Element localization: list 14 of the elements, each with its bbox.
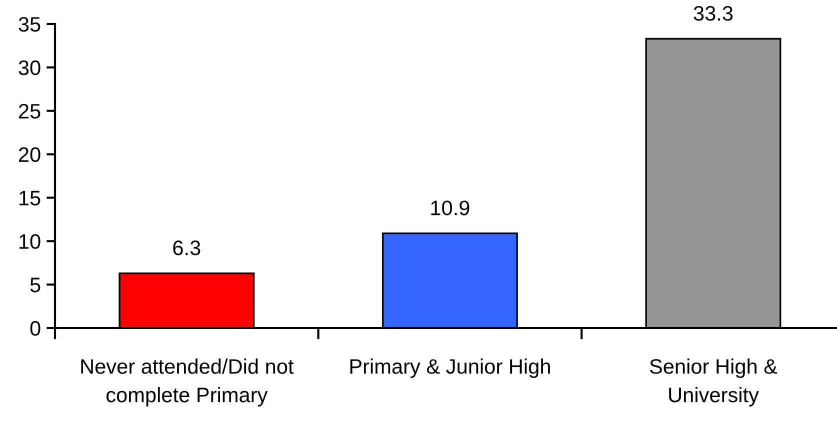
y-tick-label: 30 <box>18 60 40 76</box>
x-tick-label: Senior High & University <box>650 358 778 406</box>
x-tick-label: Never attended/Did not complete Primary <box>81 358 294 406</box>
y-tick-label: 35 <box>18 17 40 32</box>
data-label: 33.3 <box>694 6 733 21</box>
y-tick-label: 10 <box>20 234 40 249</box>
y-tick-label: 5 <box>30 278 40 292</box>
x-tick-label: Primary & Junior High <box>350 358 550 378</box>
y-tick-label: 20 <box>18 147 40 162</box>
data-label: 10.9 <box>431 200 470 216</box>
data-label: 6.3 <box>173 240 200 256</box>
y-tick-label: 25 <box>18 104 40 119</box>
y-tick-label: 0 <box>30 321 40 336</box>
y-tick-label: 15 <box>20 190 40 206</box>
